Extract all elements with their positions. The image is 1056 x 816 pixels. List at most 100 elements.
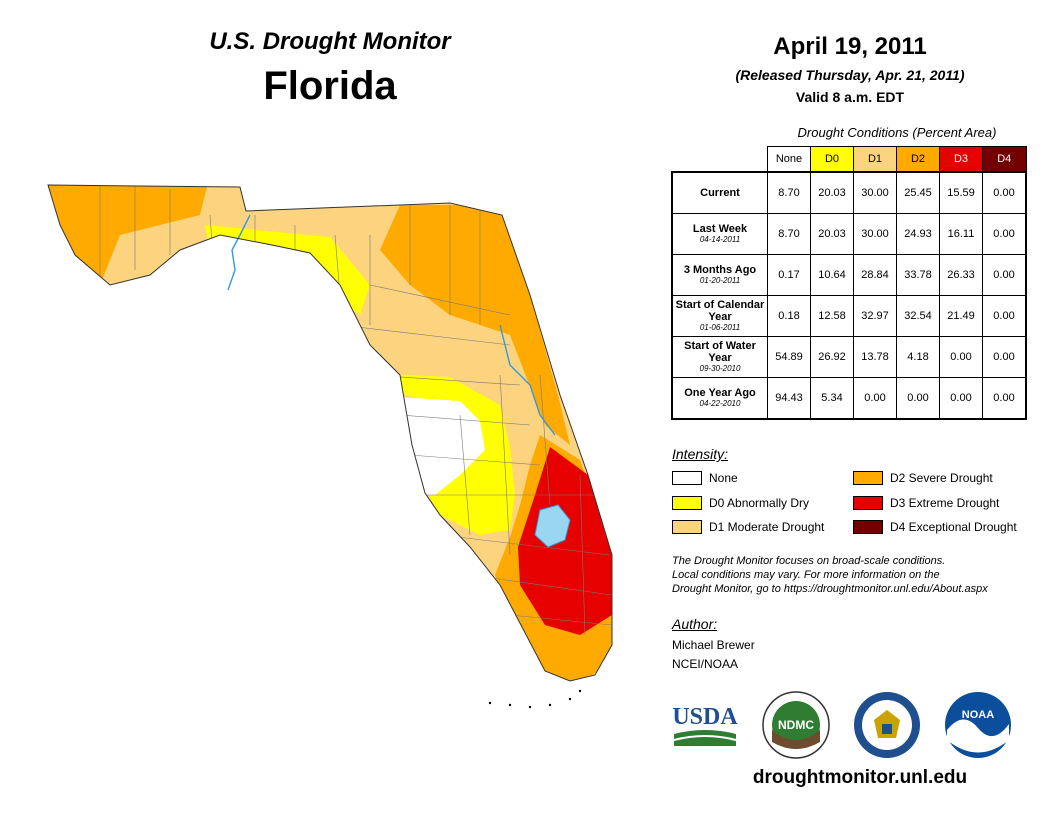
legend-swatch-d2 [853,471,883,485]
table-cell: 0.00 [982,295,1027,337]
row-label-text: One Year Ago [684,387,756,399]
table-row: Last Week 04-14-2011 8.70 20.03 30.00 24.93 16… [671,213,1027,255]
table-cell: 26.33 [939,254,983,296]
row-date: 01-20-2011 [699,276,741,285]
table-cell: 28.84 [853,254,897,296]
table-cell: 15.59 [939,171,983,214]
commerce-seal [854,692,920,758]
table-row: One Year Ago 04-22-2010 94.43 5.34 0.00 0.00 0… [671,377,1027,420]
column-header-d2: D2 [896,146,940,173]
table-cell: 20.03 [810,171,854,214]
table-header-blank [672,147,768,173]
column-header-d0: D0 [810,146,854,173]
table-cell: 0.00 [982,336,1027,378]
author-org: NCEI/NOAA [672,657,739,671]
map-date: April 19, 2011 [773,33,927,60]
table-cell: 13.78 [853,336,897,378]
table-cell: 25.45 [896,171,940,214]
table-cell: 30.00 [853,171,897,214]
legend-label-d3: D3 Extreme Drought [890,496,1000,510]
table-row: Start of Water Year 09-30-2010 54.89 26.92 1… [671,336,1027,378]
row-date: 04-14-2011 [699,235,741,244]
row-label-text: Start of Calendar Year [675,299,765,323]
legend-swatch-none [672,471,702,485]
legend-label-d1: D1 Moderate Drought [709,520,825,534]
d0-region-central [370,373,515,535]
row-label-text: Last Week [692,223,748,235]
monitor-title: U.S. Drought Monitor [209,28,451,55]
legend-swatch-d4 [853,520,883,534]
florida-outline [47,184,613,682]
legend-item-d1: D1 Moderate Drought [672,520,824,534]
site-url-link[interactable]: droughtmonitor.unl.edu [752,767,968,788]
column-header-d3: D3 [939,146,983,173]
note-line-1: The Drought Monitor focuses on broad-sca… [672,555,946,567]
table-cell: 5.34 [810,377,854,420]
table-cell: 30.00 [853,213,897,255]
valid-time: Valid 8 a.m. EDT [795,89,905,105]
info-note: The Drought Monitor focuses on broad-sca… [672,554,1042,596]
legend-item-d2: D2 Severe Drought [853,471,993,485]
table-cell: 0.00 [853,377,897,420]
noaa-logo: NOAA [945,692,1011,758]
author-name: Michael Brewer [672,638,755,652]
legend-item-d3: D3 Extreme Drought [853,496,999,510]
table-cell: 32.97 [853,295,897,337]
table-cell: 94.43 [767,377,811,420]
table-cell: 0.00 [982,171,1027,214]
table-cell: 0.00 [939,336,983,378]
legend-swatch-d1 [672,520,702,534]
table-caption: Drought Conditions (Percent Area) [797,125,997,140]
row-label: Start of Water Year 09-30-2010 [671,336,768,378]
table-cell: 32.54 [896,295,940,337]
river-apalachicola [227,214,251,291]
none-region [400,397,485,495]
table-cell: 0.18 [767,295,811,337]
table-cell: 10.64 [810,254,854,296]
ndmc-logo-text: NDMC [778,718,814,732]
row-label: Current [671,171,768,214]
table-cell: 33.78 [896,254,940,296]
column-header-d1: D1 [853,146,897,173]
table-cell: 0.00 [896,377,940,420]
table-cell: 4.18 [896,336,940,378]
legend-item-d4: D4 Exceptional Drought [853,520,1017,534]
row-label-text: Start of Water Year [684,340,756,364]
table-row: 3 Months Ago 01-20-2011 0.17 10.64 28.84 33.7… [671,254,1027,296]
legend-label-d2: D2 Severe Drought [890,471,993,485]
note-line-2: Local conditions may vary. For more info… [672,569,940,581]
column-header-d4: D4 [982,146,1027,173]
d2-region-west-panhandle [48,185,210,285]
row-label: Start of Calendar Year 01-06-2011 [671,295,768,337]
usda-logo: USDA [672,704,738,746]
table-cell: 12.58 [810,295,854,337]
legend-title: Intensity: [672,446,729,462]
table-cell: 21.49 [939,295,983,337]
table-cell: 24.93 [896,213,940,255]
row-label-text: 3 Months Ago [683,264,757,276]
row-label-text: Current [700,187,740,199]
legend-item-d0: D0 Abnormally Dry [672,496,809,510]
row-date: 09-30-2010 [699,364,741,373]
lake-okeechobee [534,504,571,548]
table-cell: 0.00 [982,254,1027,296]
row-date: 01-06-2011 [699,323,741,332]
note-line-3: Drought Monitor, go to https://droughtmo… [672,583,988,595]
legend-item-none: None [672,471,738,485]
drought-conditions-table: None D0 D1 D2 D3 D4 Current 8.70 20.03 30.0… [671,146,1027,420]
table-cell: 20.03 [810,213,854,255]
usda-logo-text: USDA [672,704,738,730]
row-label: Last Week 04-14-2011 [671,213,768,255]
row-label: One Year Ago 04-22-2010 [671,377,768,420]
table-row: Current 8.70 20.03 30.00 25.45 15.59 0.00 [671,171,1027,214]
florida-drought-map [47,184,613,709]
table-cell: 8.70 [767,213,811,255]
table-cell: 0.00 [982,213,1027,255]
legend-label-d0: D0 Abnormally Dry [709,496,810,510]
noaa-logo-text: NOAA [962,709,994,721]
row-date: 04-22-2010 [699,399,741,408]
legend-swatch-d3 [853,496,883,510]
release-date: (Released Thursday, Apr. 21, 2011) [735,67,965,83]
state-title: Florida [263,64,397,108]
table-cell: 8.70 [767,171,811,214]
